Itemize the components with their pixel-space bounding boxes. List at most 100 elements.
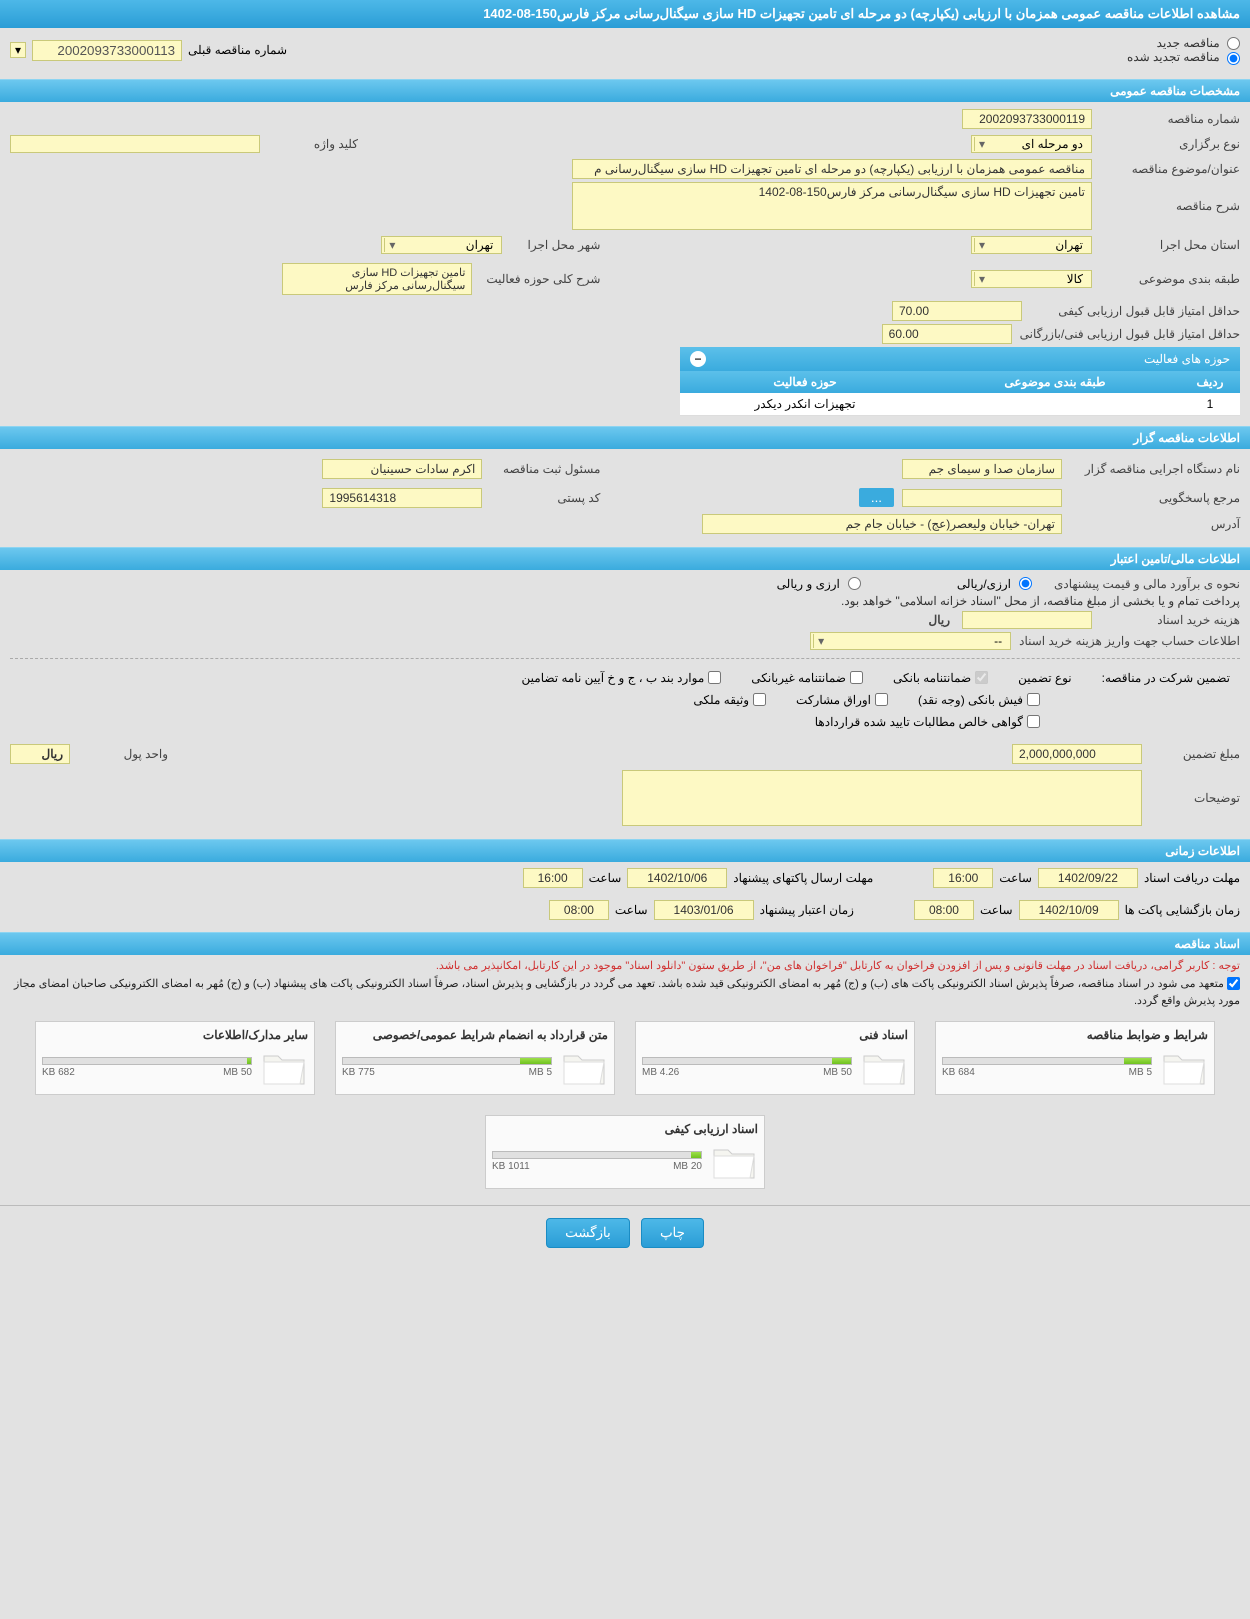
documents-area: شرایط و ضوابط مناقصه 5 MB 684 KB اسناد ف… xyxy=(0,1011,1250,1199)
contact-label: مرجع پاسخگویی xyxy=(1070,491,1240,505)
activity-category xyxy=(930,397,1180,411)
chevron-down-icon[interactable]: ▾ xyxy=(974,272,989,286)
doc-used-size: 682 KB xyxy=(42,1067,75,1078)
notes-label: توضیحات xyxy=(1150,791,1240,805)
chevron-down-icon[interactable]: ▾ xyxy=(974,238,989,252)
envelope-send-time: 16:00 xyxy=(523,868,583,888)
guarantee-amount-field: 2,000,000,000 xyxy=(1012,744,1142,764)
purchase-cost-label: هزینه خرید اسناد xyxy=(1100,613,1240,627)
print-button[interactable]: چاپ xyxy=(641,1218,704,1248)
estimate-label: نحوه ی برآورد مالی و قیمت پیشنهادی xyxy=(1040,577,1240,591)
activities-header: حوزه های فعالیت − xyxy=(680,347,1240,371)
lbl-securities: اوراق مشارکت xyxy=(796,693,871,707)
red-note: توجه : کاربر گرامی، دریافت اسناد در مهلت… xyxy=(0,955,1250,976)
chevron-down-icon[interactable]: ▾ xyxy=(974,137,989,151)
activities-panel: حوزه های فعالیت − ردیف طبقه بندی موضوعی … xyxy=(680,347,1240,416)
label-new-tender: مناقصه جدید xyxy=(1157,36,1220,50)
back-button[interactable]: بازگشت xyxy=(546,1218,630,1248)
tender-type-dropdown[interactable]: دو مرحله ای ▾ xyxy=(971,135,1092,153)
document-box[interactable]: شرایط و ضوابط مناقصه 5 MB 684 KB xyxy=(935,1021,1215,1095)
activity-row: 1 تجهیزات انکدر دیکدر xyxy=(680,393,1240,416)
chevron-down-icon[interactable]: ▾ xyxy=(813,634,828,648)
radio-new-tender[interactable] xyxy=(1227,37,1240,50)
lbl-bank-receipt: فیش بانکی (وجه نقد) xyxy=(918,693,1023,707)
exec-city-dropdown[interactable]: تهران ▾ xyxy=(381,236,502,254)
black-note: متعهد می شود در اسناد مناقصه، صرفاً پذیر… xyxy=(0,976,1250,1011)
envelope-open-label: زمان بازگشایی پاکت ها xyxy=(1125,903,1240,917)
activities-title: حوزه های فعالیت xyxy=(1144,352,1230,366)
tender-number-field: 2002093733000119 xyxy=(962,109,1092,129)
document-title: سایر مدارک/اطلاعات xyxy=(42,1028,308,1042)
document-title: اسناد فنی xyxy=(642,1028,908,1042)
timing-grid-2: زمان بازگشایی پاکت ها 1402/10/09 ساعت 08… xyxy=(0,894,1250,926)
validity-time: 08:00 xyxy=(549,900,609,920)
document-box[interactable]: اسناد فنی 50 MB 4.26 MB xyxy=(635,1021,915,1095)
subject-label: عنوان/موضوع مناقصه xyxy=(1100,162,1240,176)
keyword-field[interactable] xyxy=(10,135,260,153)
account-value: -- xyxy=(828,634,1008,648)
doc-used-size: 684 KB xyxy=(942,1067,975,1078)
financial-form: نحوه ی برآورد مالی و قیمت پیشنهادی ارزی/… xyxy=(0,570,1250,833)
doc-total-size: 50 MB xyxy=(223,1067,252,1078)
doc-total-size: 5 MB xyxy=(1129,1067,1152,1078)
doc-used-size: 4.26 MB xyxy=(642,1067,679,1078)
account-dropdown[interactable]: -- ▾ xyxy=(810,632,1011,650)
purchase-cost-unit: ریال xyxy=(928,613,950,627)
label-renewed-tender: مناقصه تجدید شده xyxy=(1127,50,1220,64)
purchase-cost-field xyxy=(962,611,1092,629)
validity-date: 1403/01/06 xyxy=(654,900,754,920)
exec-province-value: تهران xyxy=(989,238,1089,252)
document-box[interactable]: اسناد ارزیابی کیفی 20 MB 1011 KB xyxy=(485,1115,765,1189)
col-index: ردیف xyxy=(1180,375,1240,389)
envelope-open-time-label: ساعت xyxy=(980,903,1013,917)
activity-idx: 1 xyxy=(1180,397,1240,411)
envelope-send-time-label: ساعت xyxy=(589,871,622,885)
radio-currency[interactable] xyxy=(848,577,861,590)
page-container: مشاهده اطلاعات مناقصه عمومی همزمان با ار… xyxy=(0,0,1250,1260)
scope-desc-label: شرح کلی حوزه فعالیت xyxy=(480,272,600,286)
progress-fill xyxy=(832,1058,851,1064)
doc-receive-date: 1402/09/22 xyxy=(1038,868,1138,888)
activities-rows: 1 تجهیزات انکدر دیکدر xyxy=(680,393,1240,416)
document-box[interactable]: سایر مدارک/اطلاعات 50 MB 682 KB xyxy=(35,1021,315,1095)
radio-renewed-tender[interactable] xyxy=(1227,52,1240,65)
min-tech-label: حداقل امتیاز قابل قبول ارزیابی فنی/بازرگ… xyxy=(1020,327,1240,341)
chk-bank-guarantee[interactable] xyxy=(975,671,988,684)
section-general-header: مشخصات مناقصه عمومی xyxy=(0,79,1250,102)
category-dropdown[interactable]: کالا ▾ xyxy=(971,270,1092,288)
collapse-icon[interactable]: − xyxy=(690,351,706,367)
progress-fill xyxy=(247,1058,251,1064)
activity-scope: تجهیزات انکدر دیکدر xyxy=(680,397,930,411)
prev-tender-number-field[interactable] xyxy=(32,40,182,61)
chk-nonbank-guarantee[interactable] xyxy=(850,671,863,684)
progress-fill xyxy=(1124,1058,1151,1064)
contact-browse-button[interactable]: ... xyxy=(859,488,894,507)
exec-province-label: استان محل اجرا xyxy=(1100,238,1240,252)
doc-total-size: 50 MB xyxy=(823,1067,852,1078)
notes-field xyxy=(622,770,1142,826)
account-info-label: اطلاعات حساب جهت واریز هزینه خرید اسناد xyxy=(1019,634,1240,648)
min-tech-field: 60.00 xyxy=(882,324,1012,344)
org-label: نام دستگاه اجرایی مناقصه گزار xyxy=(1070,462,1240,476)
section-organizer-header: اطلاعات مناقصه گزار xyxy=(0,426,1250,449)
registrar-label: مسئول ثبت مناقصه xyxy=(490,462,600,476)
category-label: طبقه بندی موضوعی xyxy=(1100,272,1240,286)
chk-securities[interactable] xyxy=(875,693,888,706)
document-box[interactable]: متن قرارداد به انضمام شرایط عمومی/خصوصی … xyxy=(335,1021,615,1095)
doc-used-size: 1011 KB xyxy=(492,1161,530,1172)
prev-tender-dropdown-icon[interactable]: ▾ xyxy=(10,42,26,58)
envelope-send-date: 1402/10/06 xyxy=(627,868,727,888)
chk-property[interactable] xyxy=(753,693,766,706)
commitment-checkbox[interactable] xyxy=(1227,977,1240,990)
lbl-bond-cases: موارد بند ب ، ج و خ آیین نامه تضامین xyxy=(522,671,705,685)
section-documents-header: اسناد مناقصه xyxy=(0,932,1250,955)
separator xyxy=(10,658,1240,659)
validity-label: زمان اعتبار پیشنهاد xyxy=(760,903,854,917)
exec-province-dropdown[interactable]: تهران ▾ xyxy=(971,236,1092,254)
chevron-down-icon[interactable]: ▾ xyxy=(384,238,399,252)
chk-bank-receipt[interactable] xyxy=(1027,693,1040,706)
chk-bond-cases[interactable] xyxy=(708,671,721,684)
radio-rial[interactable] xyxy=(1019,577,1032,590)
chk-net-claims[interactable] xyxy=(1027,715,1040,728)
folder-icon xyxy=(260,1048,308,1088)
